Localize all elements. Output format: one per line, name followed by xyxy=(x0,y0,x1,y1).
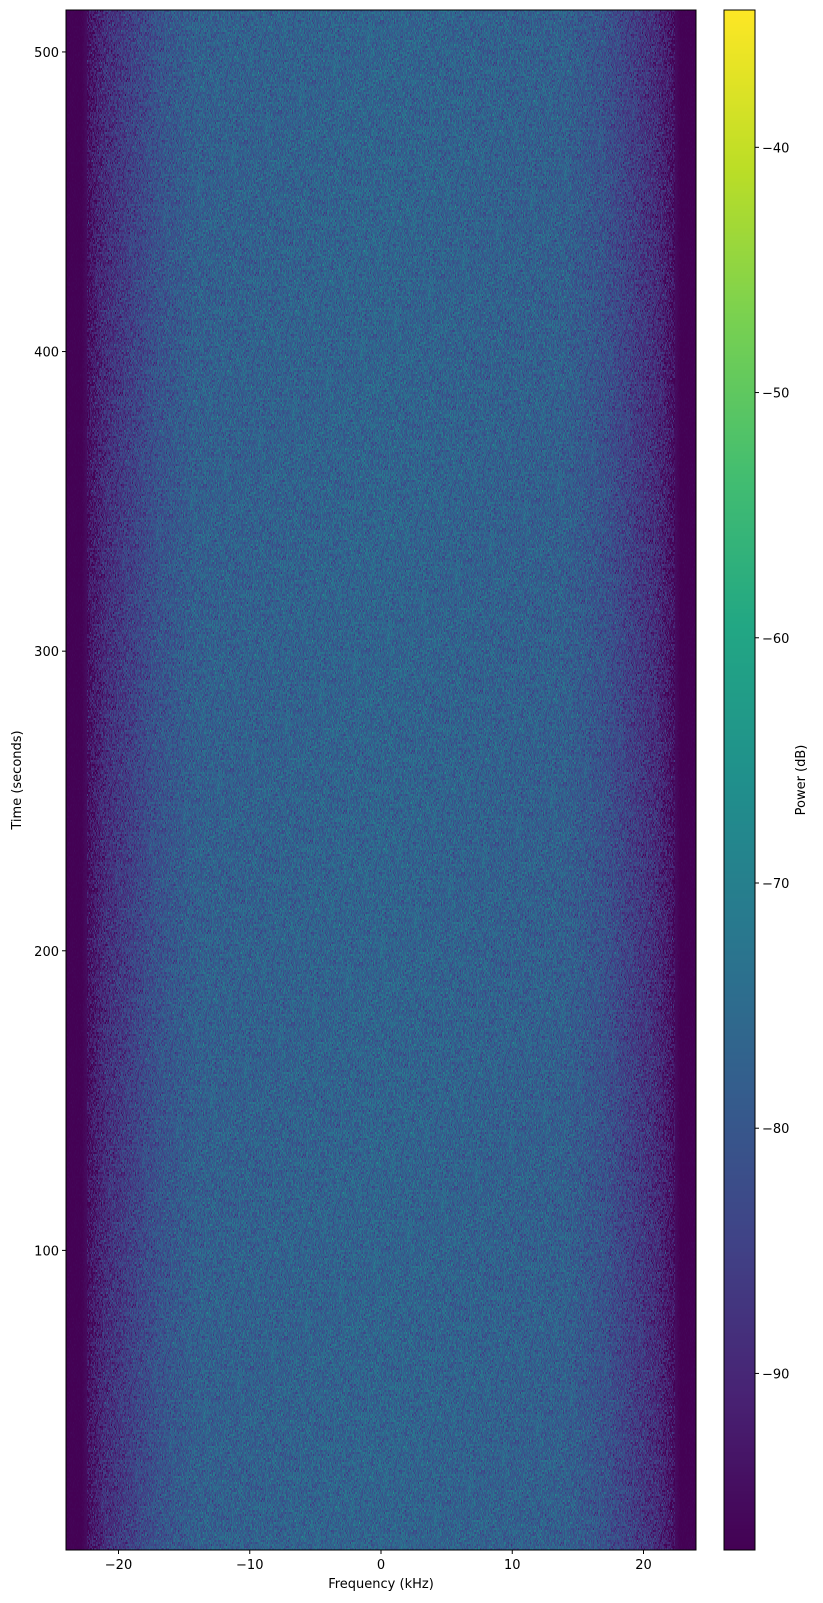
spectrogram-image xyxy=(66,10,696,1550)
y-axis-label: Time (seconds) xyxy=(10,730,25,830)
y-tick-label: 300 xyxy=(34,645,59,660)
colorbar-tick-label: −60 xyxy=(762,632,789,647)
x-tick-label: 0 xyxy=(377,1558,385,1573)
colorbar-tick-label: −80 xyxy=(762,1122,789,1137)
colorbar-frame xyxy=(723,9,756,1551)
y-tick-label: 500 xyxy=(34,46,59,61)
colorbar-label: Power (dB) xyxy=(794,745,809,816)
colorbar-tick-label: −40 xyxy=(762,141,789,156)
x-tick-label: −20 xyxy=(105,1558,132,1573)
colorbar-gradient xyxy=(724,10,755,1550)
x-tick-label: −10 xyxy=(236,1558,263,1573)
y-tick-label: 400 xyxy=(34,346,59,361)
colorbar-tick-label: −90 xyxy=(762,1367,789,1382)
colorbar-tick-label: −70 xyxy=(762,877,789,892)
x-tick-label: 20 xyxy=(635,1558,652,1573)
x-axis-label: Frequency (kHz) xyxy=(328,1577,434,1592)
y-tick-label: 200 xyxy=(34,945,59,960)
x-tick-label: 10 xyxy=(504,1558,521,1573)
plot-frame xyxy=(65,9,697,1551)
y-tick-label: 100 xyxy=(34,1244,59,1259)
colorbar-tick-label: −50 xyxy=(762,387,789,402)
